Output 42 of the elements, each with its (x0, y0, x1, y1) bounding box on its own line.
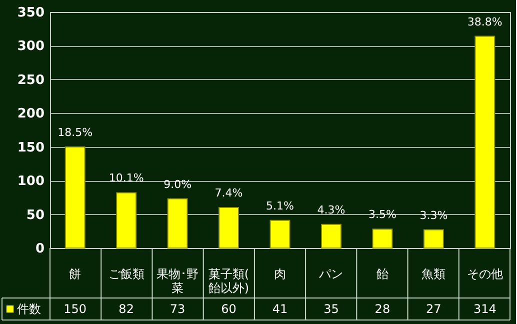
bar (270, 220, 290, 248)
data-label: 41 (272, 302, 288, 316)
bar (167, 198, 188, 248)
data-label: 150 (64, 302, 87, 316)
bar (423, 229, 444, 248)
bar (474, 36, 496, 248)
x-tick-label: 菓子類(飴以外) (208, 267, 250, 295)
bar (116, 192, 137, 248)
y-tick-label: 0 (35, 242, 44, 256)
x-tick-label: 飴 (376, 267, 388, 281)
data-label: 82 (118, 302, 134, 316)
data-label: 28 (374, 302, 390, 316)
data-label: 60 (221, 302, 236, 316)
y-tick-label: 150 (17, 140, 44, 156)
x-tick-label: ご飯類 (108, 267, 144, 281)
text: 18.5% (58, 126, 93, 139)
y-tick-label: 300 (17, 39, 44, 54)
x-tick-label: パン (318, 267, 344, 281)
text: 38.8% (467, 15, 502, 28)
x-tick-label: その他 (466, 267, 503, 281)
text: 9.0% (164, 178, 192, 191)
y-tick-label: 350 (17, 6, 44, 20)
text: 7.4% (214, 186, 243, 200)
y-tick-label: 100 (17, 174, 44, 190)
bar (64, 146, 86, 248)
data-label: 314 (473, 302, 496, 316)
text: 4.3% (317, 203, 346, 216)
bar (372, 228, 393, 248)
x-tick-label: 餅 (69, 267, 82, 281)
y-tick-label: 250 (17, 72, 44, 88)
data-label: 27 (426, 302, 442, 316)
legend-label: 件数 (17, 302, 41, 316)
text: 5.1% (266, 199, 294, 212)
data-label: 35 (324, 302, 339, 316)
data-label: 73 (170, 302, 186, 316)
bar (320, 224, 342, 248)
x-tick-label: 魚類 (422, 267, 446, 281)
bar (218, 207, 240, 248)
x-tick-label: 肉 (274, 267, 286, 281)
y-tick-label: 50 (26, 208, 44, 223)
x-tick-label: 果物･野菜 (156, 267, 199, 295)
y-tick-label: 200 (17, 106, 44, 122)
